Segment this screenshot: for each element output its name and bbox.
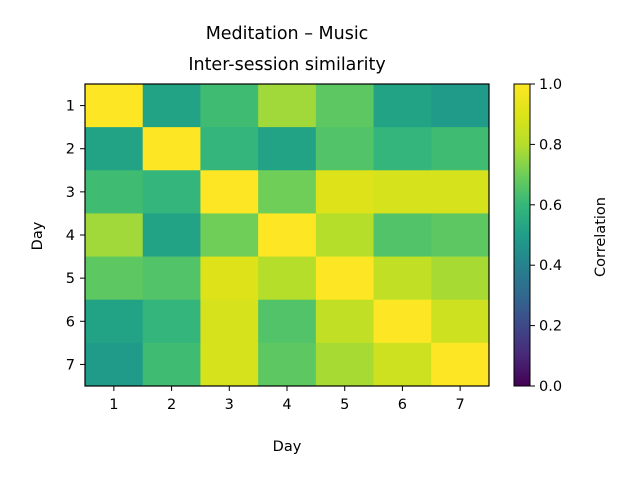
colorbar-label: Correlation (593, 197, 609, 277)
heatmap-cell (258, 342, 317, 387)
chart-title-line-1: Meditation – Music (206, 24, 369, 44)
heatmap-cell (85, 299, 144, 344)
y-axis-label: Day (30, 221, 46, 250)
heatmap-cell (373, 342, 432, 387)
heatmap-cell (142, 127, 201, 171)
heatmap-cell (200, 127, 259, 171)
y-tick-label: 2 (66, 142, 75, 158)
heatmap-cell (431, 342, 490, 387)
heatmap-cell (315, 170, 375, 214)
heatmap-cell (200, 299, 259, 344)
heatmap-cell (200, 342, 259, 387)
colorbar-tick-label: 1.0 (539, 77, 562, 93)
heatmap-cell (373, 84, 432, 128)
y-tick-label: 5 (66, 271, 75, 287)
heatmap-cell (258, 256, 317, 301)
heatmap-cell (200, 256, 259, 301)
heatmap-cell (85, 342, 144, 387)
y-tick-label: 7 (66, 357, 75, 373)
heatmap-cell (258, 127, 317, 171)
x-tick-label: 6 (398, 397, 407, 413)
chart-title-line-2: Inter-session similarity (188, 55, 385, 75)
heatmap-cell (315, 342, 375, 387)
heatmap-cell (431, 170, 490, 214)
colorbar-tick-label: 0.8 (539, 137, 562, 153)
x-tick-label: 1 (109, 397, 118, 413)
heatmap-cell (142, 256, 201, 301)
heatmap-cell (315, 213, 375, 258)
heatmap-cell (373, 170, 432, 214)
heatmap-cell (373, 299, 432, 344)
colorbar-tick-label: 0.4 (539, 258, 562, 274)
heatmap-cell (431, 84, 490, 128)
heatmap-cell (431, 213, 490, 258)
colorbar-tick-label: 0.0 (539, 379, 562, 395)
heatmap-cell (315, 127, 375, 171)
heatmap-cell (315, 84, 375, 128)
heatmap-cell (85, 256, 144, 301)
heatmap-cell (258, 299, 317, 344)
heatmap-cell (142, 299, 201, 344)
colorbar-ticks: 0.0 0.2 0.4 0.6 0.8 1.0 (530, 77, 562, 395)
heatmap-cell (142, 84, 201, 128)
heatmap-cell (431, 127, 490, 171)
x-tick-label: 5 (340, 397, 349, 413)
heatmap-cell (142, 213, 201, 258)
heatmap-cell (373, 213, 432, 258)
heatmap-cell (200, 84, 259, 128)
y-tick-label: 1 (66, 99, 75, 115)
heatmap-cell (373, 256, 432, 301)
heatmap-cell (200, 213, 259, 258)
x-axis-ticks: 1 2 3 4 5 6 7 (109, 386, 465, 413)
heatmap-cell (200, 170, 259, 214)
y-tick-label: 3 (66, 185, 75, 201)
heatmap-cell (431, 299, 490, 344)
heatmap-cell (315, 299, 375, 344)
heatmap-cell (85, 84, 144, 128)
heatmap-cell (258, 170, 317, 214)
colorbar-tick-label: 0.6 (539, 198, 562, 214)
heatmap-cell (142, 342, 201, 387)
x-tick-label: 3 (225, 397, 234, 413)
x-tick-label: 7 (456, 397, 465, 413)
colorbar-tick-label: 0.2 (539, 319, 562, 335)
y-axis-ticks: 1 2 3 4 5 6 7 (66, 99, 85, 373)
heatmap-cell (258, 213, 317, 258)
x-tick-label: 4 (282, 397, 291, 413)
heatmap-cell (85, 213, 144, 258)
heatmap-cell (258, 84, 317, 128)
heatmap-cells (85, 84, 490, 387)
heatmap-cell (85, 127, 144, 171)
heatmap-cell (373, 127, 432, 171)
y-tick-label: 4 (66, 228, 75, 244)
heatmap-cell (85, 170, 144, 214)
heatmap-cell (315, 256, 375, 301)
x-tick-label: 2 (167, 397, 176, 413)
colorbar (513, 83, 531, 387)
x-axis-label: Day (273, 439, 302, 455)
heatmap-cell (142, 170, 201, 214)
heatmap-cell (431, 256, 490, 301)
y-tick-label: 6 (66, 314, 75, 330)
